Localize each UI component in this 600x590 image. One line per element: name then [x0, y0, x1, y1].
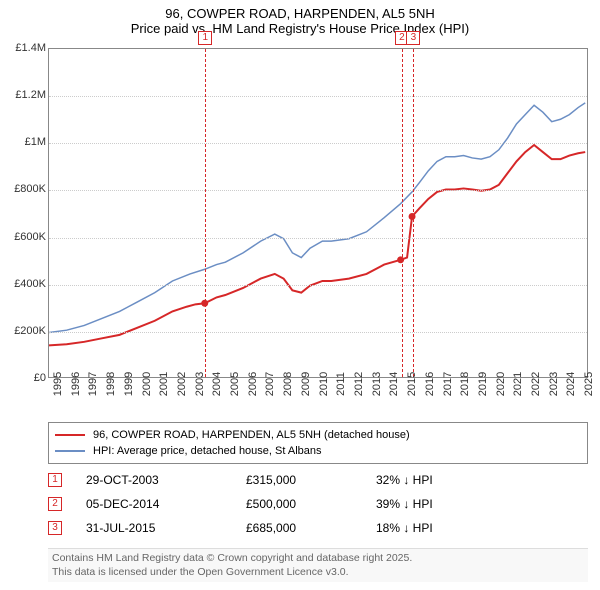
sale-vline — [413, 49, 414, 377]
sales-price: £685,000 — [246, 521, 376, 535]
gridline-h — [49, 285, 587, 286]
title-block: 96, COWPER ROAD, HARPENDEN, AL5 5NH Pric… — [0, 0, 600, 36]
legend-row: HPI: Average price, detached house, St A… — [55, 443, 581, 459]
sales-price: £500,000 — [246, 497, 376, 511]
x-tick-label: 2012 — [353, 372, 365, 396]
x-tick-label: 2023 — [548, 372, 560, 396]
x-tick-label: 2019 — [477, 372, 489, 396]
x-tick-label: 2021 — [512, 372, 524, 396]
series-line-hpi — [49, 103, 585, 333]
x-tick-label: 2016 — [424, 372, 436, 396]
sales-date: 05-DEC-2014 — [86, 497, 246, 511]
x-tick-label: 2013 — [371, 372, 383, 396]
x-tick-label: 1999 — [123, 372, 135, 396]
legend-swatch — [55, 450, 85, 452]
sales-row: 1 29-OCT-2003£315,00032% ↓ HPI — [48, 468, 588, 492]
x-tick-label: 2003 — [194, 372, 206, 396]
footer-attribution: Contains HM Land Registry data © Crown c… — [48, 548, 588, 582]
x-tick-label: 1997 — [87, 372, 99, 396]
x-tick-label: 2014 — [388, 372, 400, 396]
chart-svg — [49, 49, 587, 377]
legend-swatch — [55, 434, 85, 436]
x-tick-label: 2015 — [406, 372, 418, 396]
x-tick-label: 2001 — [158, 372, 170, 396]
sale-dot — [397, 256, 404, 263]
sale-vline — [402, 49, 403, 377]
sale-marker-box: 1 — [198, 31, 212, 45]
y-tick-label: £1M — [4, 136, 46, 148]
sales-row: 2 05-DEC-2014£500,00039% ↓ HPI — [48, 492, 588, 516]
sales-diff: 18% ↓ HPI — [376, 521, 506, 535]
sales-date: 29-OCT-2003 — [86, 473, 246, 487]
x-tick-label: 2008 — [282, 372, 294, 396]
gridline-h — [49, 96, 587, 97]
sales-table: 1 29-OCT-2003£315,00032% ↓ HPI 2 05-DEC-201… — [48, 468, 588, 540]
x-tick-label: 2007 — [264, 372, 276, 396]
sales-row: 3 31-JUL-2015£685,00018% ↓ HPI — [48, 516, 588, 540]
x-tick-label: 2000 — [141, 372, 153, 396]
sales-row-marker: 1 — [48, 473, 62, 487]
sales-date: 31-JUL-2015 — [86, 521, 246, 535]
y-tick-label: £800K — [4, 183, 46, 195]
y-tick-label: £400K — [4, 278, 46, 290]
title-subtitle: Price paid vs. HM Land Registry's House … — [0, 21, 600, 36]
y-tick-label: £600K — [4, 231, 46, 243]
x-tick-label: 1998 — [105, 372, 117, 396]
sale-marker-box: 3 — [406, 31, 420, 45]
sales-diff: 32% ↓ HPI — [376, 473, 506, 487]
title-address: 96, COWPER ROAD, HARPENDEN, AL5 5NH — [0, 6, 600, 21]
x-tick-label: 2006 — [247, 372, 259, 396]
x-tick-label: 2018 — [459, 372, 471, 396]
x-tick-label: 2009 — [300, 372, 312, 396]
sales-diff: 39% ↓ HPI — [376, 497, 506, 511]
legend: 96, COWPER ROAD, HARPENDEN, AL5 5NH (det… — [48, 422, 588, 464]
sale-dot — [409, 213, 416, 220]
gridline-h — [49, 190, 587, 191]
x-tick-label: 2010 — [318, 372, 330, 396]
y-tick-label: £1.4M — [4, 42, 46, 54]
footer-line1: Contains HM Land Registry data © Crown c… — [52, 552, 584, 566]
sales-row-marker: 2 — [48, 497, 62, 511]
x-tick-label: 2002 — [176, 372, 188, 396]
sale-vline — [205, 49, 206, 377]
gridline-h — [49, 332, 587, 333]
series-line-price_paid — [49, 145, 585, 345]
gridline-h — [49, 238, 587, 239]
x-tick-label: 2004 — [211, 372, 223, 396]
x-tick-label: 1996 — [70, 372, 82, 396]
gridline-h — [49, 143, 587, 144]
legend-label: 96, COWPER ROAD, HARPENDEN, AL5 5NH (det… — [93, 429, 410, 441]
footer-line2: This data is licensed under the Open Gov… — [52, 566, 584, 580]
y-tick-label: £1.2M — [4, 89, 46, 101]
y-tick-label: £200K — [4, 325, 46, 337]
sales-row-marker: 3 — [48, 521, 62, 535]
y-tick-label: £0 — [4, 372, 46, 384]
sales-price: £315,000 — [246, 473, 376, 487]
x-tick-label: 1995 — [52, 372, 64, 396]
x-tick-label: 2020 — [495, 372, 507, 396]
legend-label: HPI: Average price, detached house, St A… — [93, 445, 322, 457]
chart-plot-area: 123 — [48, 48, 588, 378]
x-tick-label: 2022 — [530, 372, 542, 396]
x-tick-label: 2005 — [229, 372, 241, 396]
legend-row: 96, COWPER ROAD, HARPENDEN, AL5 5NH (det… — [55, 427, 581, 443]
x-tick-label: 2024 — [565, 372, 577, 396]
chart-container: 96, COWPER ROAD, HARPENDEN, AL5 5NH Pric… — [0, 0, 600, 590]
x-tick-label: 2025 — [583, 372, 595, 396]
x-tick-label: 2011 — [335, 372, 347, 396]
x-tick-label: 2017 — [442, 372, 454, 396]
